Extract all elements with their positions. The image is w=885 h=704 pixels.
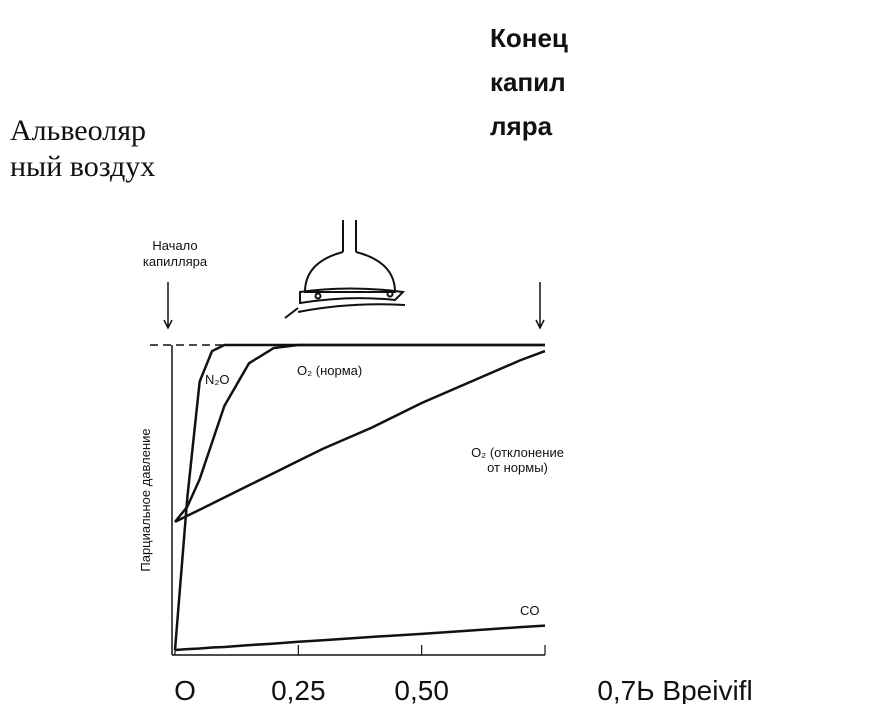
y-axis-label: Парциальное давление <box>138 428 153 571</box>
side-label: Альвеоляр <box>10 114 146 147</box>
series-line <box>174 349 546 524</box>
capillary-drawing <box>284 220 406 319</box>
series-label: N₂O <box>205 372 230 387</box>
side-label: Конец <box>490 23 568 53</box>
series-label: O₂ (норма) <box>297 363 363 378</box>
side-label: капил <box>490 67 566 97</box>
series-line <box>173 343 545 651</box>
series-line <box>174 624 546 652</box>
start-label: капилляра <box>143 254 208 269</box>
series-label: O₂ (отклонение от нормы) <box>471 445 564 475</box>
x-tick-label: 0,7Ь Bpeivifl <box>597 675 752 704</box>
side-label: ный воздух <box>10 150 155 183</box>
x-tick-label: 0,25 <box>271 675 326 704</box>
side-label: ляра <box>490 111 553 141</box>
x-tick-label: O <box>174 675 196 704</box>
start-label: Начало <box>152 238 197 253</box>
series-label: CO <box>520 603 540 618</box>
x-tick-label: 0,50 <box>394 675 449 704</box>
series-line <box>174 343 545 523</box>
